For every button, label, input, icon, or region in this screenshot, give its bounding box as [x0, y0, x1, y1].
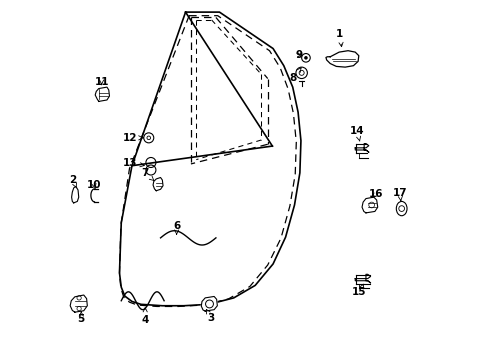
Polygon shape [361, 197, 377, 213]
Text: 15: 15 [351, 284, 366, 297]
Text: 8: 8 [289, 68, 301, 83]
Text: 4: 4 [141, 308, 148, 325]
Text: 6: 6 [173, 221, 180, 234]
Text: 16: 16 [367, 189, 382, 199]
Polygon shape [71, 186, 79, 203]
Polygon shape [95, 87, 109, 102]
Text: 10: 10 [87, 180, 102, 190]
Text: 2: 2 [69, 175, 77, 188]
Text: 17: 17 [392, 188, 407, 201]
Polygon shape [153, 177, 163, 191]
Polygon shape [70, 295, 87, 312]
Polygon shape [354, 274, 370, 283]
Text: 11: 11 [94, 77, 109, 87]
Text: 14: 14 [349, 126, 364, 141]
Text: 3: 3 [206, 309, 214, 323]
Text: 12: 12 [122, 133, 143, 143]
Text: 7: 7 [141, 168, 154, 181]
Polygon shape [201, 296, 217, 311]
Text: 5: 5 [78, 311, 85, 324]
Polygon shape [325, 51, 358, 67]
Text: 13: 13 [122, 158, 144, 168]
Polygon shape [354, 144, 368, 152]
Text: 9: 9 [295, 50, 302, 60]
Circle shape [304, 56, 307, 60]
Text: 1: 1 [336, 28, 343, 47]
